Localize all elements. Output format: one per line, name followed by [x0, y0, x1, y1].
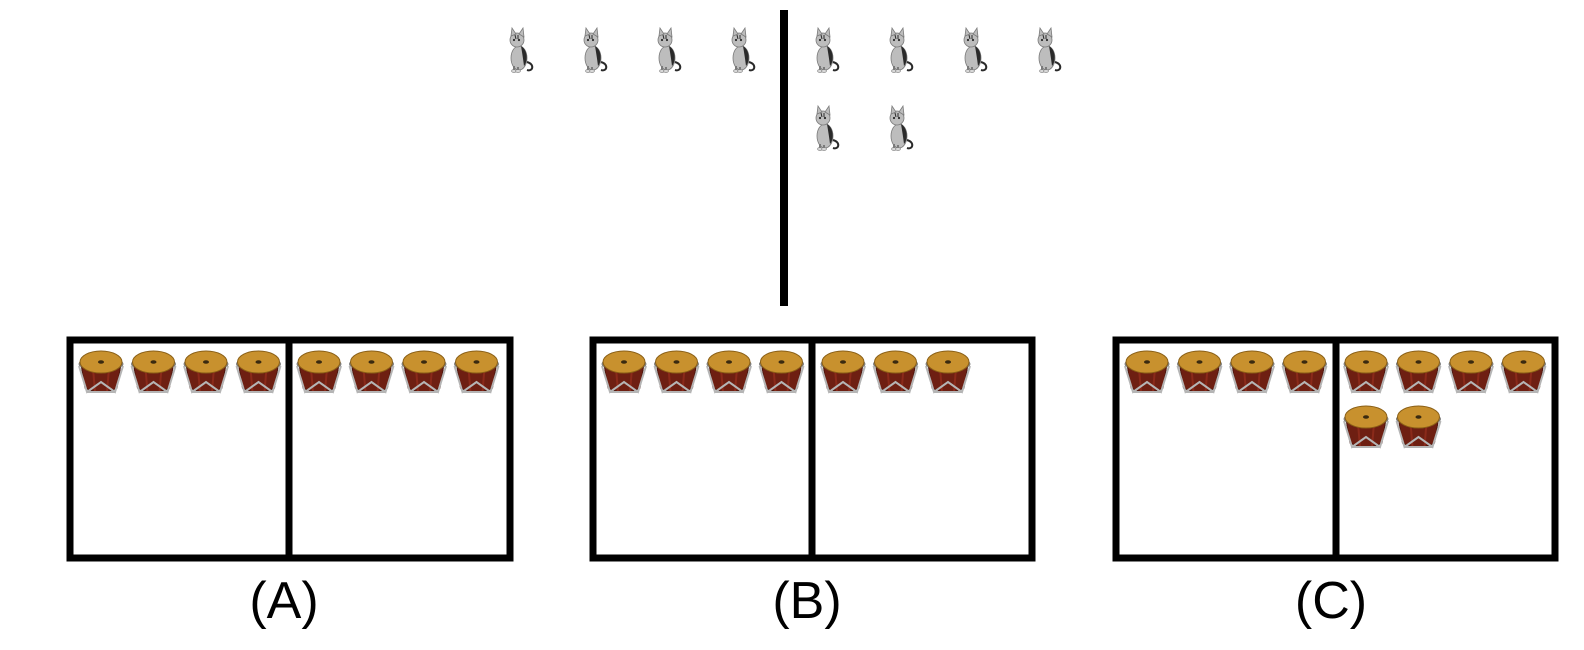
drum-icon — [453, 350, 500, 393]
cat-icon — [657, 27, 682, 74]
drum-icon — [820, 350, 866, 393]
drum-icon — [130, 350, 177, 393]
option-b-label: (B) — [772, 572, 841, 630]
drum-icon — [296, 350, 342, 393]
drum-icon — [401, 350, 447, 393]
option-a-left-drums — [78, 350, 282, 393]
cat-icon — [509, 27, 534, 74]
cat-icon — [1037, 27, 1062, 74]
option-b[interactable]: (B) — [589, 336, 1036, 630]
cat-icon — [583, 27, 608, 74]
option-c-label: (C) — [1295, 572, 1367, 630]
prompt-right-cats — [815, 27, 1062, 152]
prompt-left-cats — [509, 27, 756, 74]
cat-icon — [815, 105, 840, 152]
drum-icon — [1448, 350, 1494, 393]
prompt-group — [509, 10, 1062, 306]
drum-icon — [235, 350, 282, 393]
drum-icon — [183, 350, 229, 393]
option-c[interactable]: (C) — [1112, 336, 1559, 630]
cat-icon — [815, 27, 840, 74]
drum-icon — [1176, 350, 1223, 393]
drum-icon — [706, 350, 752, 393]
drum-icon — [1500, 350, 1547, 393]
drum-icon — [1395, 405, 1442, 448]
option-b-left-drums — [601, 350, 805, 393]
option-c-right-drums — [1343, 350, 1547, 448]
drum-icon — [925, 350, 971, 393]
cat-icon — [963, 27, 988, 74]
drum-icon — [1124, 350, 1170, 393]
drum-icon — [872, 350, 919, 393]
option-b-right-drums — [820, 350, 971, 393]
option-a[interactable]: (A) — [66, 336, 514, 630]
cat-icon — [889, 27, 914, 74]
drum-icon — [78, 350, 124, 393]
option-c-left-drums — [1124, 350, 1328, 393]
cat-icon — [731, 27, 756, 74]
drum-icon — [758, 350, 805, 393]
cat-icon — [889, 105, 914, 152]
drum-icon — [601, 350, 647, 393]
drum-icon — [1343, 350, 1389, 393]
drum-icon — [1229, 350, 1275, 393]
drum-icon — [653, 350, 700, 393]
drum-icon — [1281, 350, 1328, 393]
option-a-label: (A) — [249, 572, 318, 630]
drum-icon — [1343, 405, 1389, 448]
drum-icon — [1395, 350, 1442, 393]
option-a-right-drums — [296, 350, 500, 393]
drum-icon — [348, 350, 395, 393]
